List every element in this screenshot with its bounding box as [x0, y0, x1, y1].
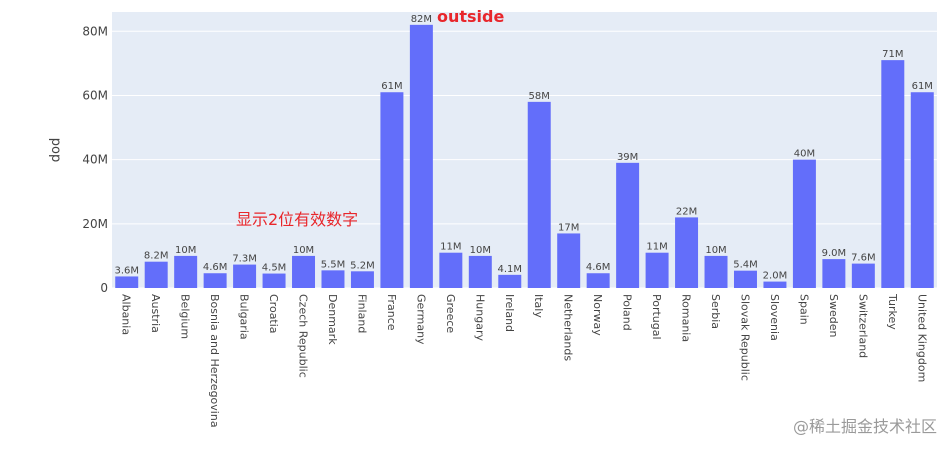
bar-data-label: 4.1M: [498, 264, 523, 275]
bar: [321, 270, 345, 288]
y-axis-title: pop: [48, 138, 63, 162]
bar-data-label: 10M: [293, 245, 314, 256]
y-tick-label: 60M: [82, 88, 108, 102]
bar-data-label: 40M: [794, 149, 815, 160]
bar: [144, 261, 168, 288]
bar-data-label: 4.6M: [203, 262, 228, 273]
y-tick-label: 80M: [82, 24, 108, 38]
bar-data-label: 10M: [470, 245, 491, 256]
bar-data-label: 7.3M: [232, 254, 257, 265]
bar-data-label: 11M: [440, 242, 461, 253]
x-tick-label: Norway: [591, 294, 604, 336]
x-tick-label: Denmark: [326, 294, 339, 345]
x-tick-label: Netherlands: [562, 294, 575, 361]
bar: [763, 281, 787, 288]
bar-data-label: 61M: [912, 81, 933, 92]
bar: [115, 276, 139, 288]
x-tick-label: Poland: [621, 294, 634, 331]
bar: [527, 101, 551, 288]
bar: [557, 233, 581, 288]
bar: [380, 92, 404, 288]
annotation-outside: outside: [437, 7, 505, 26]
x-tick-label: Slovenia: [768, 294, 781, 341]
x-tick-label: Belgium: [179, 294, 192, 339]
bar: [645, 252, 669, 288]
bar-data-label: 61M: [381, 81, 402, 92]
bar-data-label: 3.6M: [114, 265, 139, 276]
bar: [881, 60, 905, 289]
bar: [498, 274, 522, 288]
bar: [468, 255, 492, 288]
y-tick-label: 40M: [82, 153, 108, 167]
bar: [733, 270, 757, 288]
bar: [350, 271, 374, 288]
x-tick-label: Serbia: [709, 294, 722, 329]
bar-data-label: 4.5M: [262, 263, 287, 274]
y-tick-label: 20M: [82, 217, 108, 231]
bar-data-label: 8.2M: [144, 251, 169, 262]
y-tick-label: 0: [100, 281, 108, 295]
bar: [792, 159, 816, 288]
y-axis-ticks: 0 20M 40M 60M 80M: [82, 24, 108, 295]
x-tick-label: Greece: [444, 294, 457, 333]
x-tick-label: Germany: [414, 294, 427, 345]
x-tick-label: Finland: [355, 294, 368, 333]
bar: [203, 273, 227, 288]
bars: [115, 24, 934, 289]
x-tick-label: Bulgaria: [238, 294, 251, 340]
bar-data-label: 11M: [646, 242, 667, 253]
bar-data-label: 5.2M: [350, 260, 375, 271]
bar: [851, 263, 875, 288]
bar-data-label: 5.4M: [733, 260, 758, 271]
bar: [174, 255, 198, 288]
bar-data-label: 17M: [558, 222, 579, 233]
x-tick-label: Italy: [532, 294, 545, 318]
bar: [439, 252, 463, 288]
watermark: @稀土掘金技术社区: [792, 417, 937, 436]
bar-labels: 3.6M 8.2M 10M 4.6M 7.3M 4.5M 10M 5.5M 5.2M 61M 82M…: [114, 14, 932, 282]
x-tick-label: United Kingdom: [915, 294, 928, 382]
x-tick-label: Slovak Republic: [738, 294, 751, 381]
x-tick-label: Ireland: [503, 294, 516, 332]
annotation-significant-digits: 显示2位有效数字: [236, 210, 359, 229]
bar-data-label: 10M: [705, 245, 726, 256]
x-tick-label: Portugal: [650, 294, 663, 340]
x-tick-label: Austria: [149, 294, 162, 333]
bar: [675, 217, 699, 288]
bar: [586, 273, 610, 288]
bar-data-label: 22M: [676, 206, 697, 217]
x-tick-label: Albania: [120, 294, 133, 335]
bar-data-label: 10M: [175, 245, 196, 256]
x-tick-label: Croatia: [267, 294, 280, 334]
x-tick-label: Hungary: [473, 294, 486, 341]
x-axis-ticks: Albania Austria Belgium Bosnia and Herzegov…: [120, 293, 929, 428]
bar: [409, 24, 433, 288]
bar: [292, 255, 316, 288]
bar-data-label: 82M: [411, 14, 432, 25]
bar-data-label: 39M: [617, 152, 638, 163]
bar: [822, 259, 846, 288]
x-tick-label: France: [385, 294, 398, 331]
bar: [233, 264, 257, 288]
x-tick-label: Switzerland: [856, 294, 869, 358]
bar-data-label: 7.6M: [851, 253, 876, 264]
x-tick-label: Czech Republic: [297, 294, 310, 378]
x-tick-label: Romania: [680, 294, 693, 342]
bar: [262, 273, 286, 288]
bar-data-label: 71M: [882, 49, 903, 60]
bar-data-label: 9.0M: [822, 248, 847, 259]
x-tick-label: Sweden: [827, 294, 840, 337]
bar: [704, 255, 728, 288]
bar-data-label: 5.5M: [321, 259, 346, 270]
bar-data-label: 2.0M: [763, 271, 788, 282]
x-tick-label: Turkey: [886, 293, 899, 330]
bar: [910, 92, 934, 288]
x-tick-label: Spain: [797, 294, 810, 325]
bar: [616, 162, 640, 288]
bar-data-label: 4.6M: [586, 262, 611, 273]
bar-data-label: 58M: [529, 91, 550, 102]
x-tick-label: Bosnia and Herzegovina: [208, 294, 221, 428]
